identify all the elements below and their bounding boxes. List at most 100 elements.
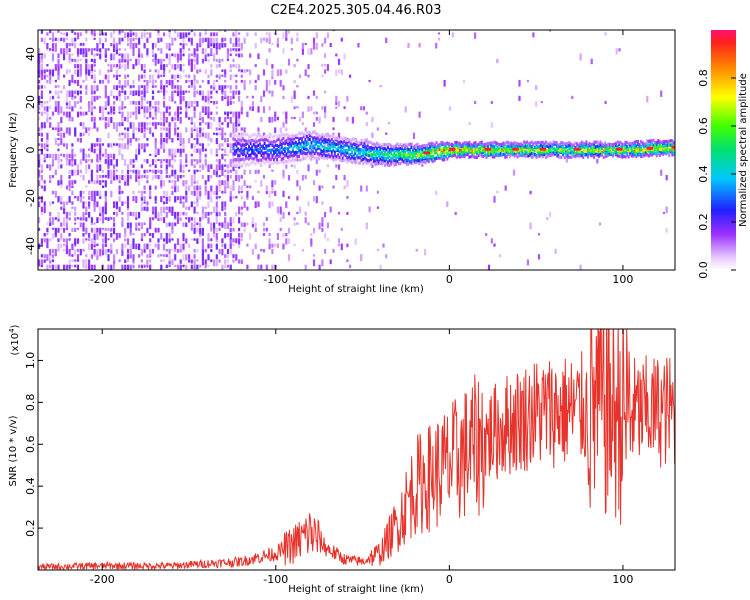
heatmap-cell: [607, 143, 610, 147]
heatmap-cell: [51, 233, 55, 240]
heatmap-hotspot: [539, 147, 547, 151]
heatmap-cell: [160, 169, 163, 175]
heatmap-cell: [151, 233, 155, 238]
heatmap-cell: [160, 127, 163, 131]
heatmap-cell: [168, 233, 171, 238]
heatmap-cell: [132, 64, 135, 70]
heatmap-cell: [527, 146, 530, 150]
heatmap-cell: [251, 145, 254, 149]
heatmap-cell: [262, 69, 266, 76]
heatmap-cell: [435, 148, 438, 152]
heatmap-cell: [99, 69, 102, 76]
heatmap-cell: [176, 175, 180, 182]
heatmap-cell: [315, 95, 318, 99]
heatmap-cell: [232, 254, 235, 258]
heatmap-cell: [271, 148, 274, 152]
heatmap-cell: [660, 169, 663, 176]
heatmap-cell: [38, 58, 41, 65]
heatmap-cell: [601, 147, 604, 151]
heatmap-cell: [154, 159, 157, 163]
heatmap-cell: [96, 217, 99, 224]
heatmap-cell: [480, 154, 483, 158]
heatmap-cell: [269, 133, 272, 137]
heatmap-cell: [135, 148, 138, 155]
heatmap-cell: [354, 151, 357, 156]
heatmap-cell: [549, 211, 552, 217]
heatmap-cell: [226, 48, 229, 54]
heatmap-cell: [529, 149, 532, 153]
heatmap-cell: [240, 48, 243, 51]
heatmap-cell: [583, 146, 586, 150]
heatmap-cell: [499, 254, 502, 258]
heatmap-cell: [379, 264, 382, 270]
heatmap-cell: [552, 142, 555, 146]
heatmap-cell: [179, 64, 182, 71]
heatmap-cell: [446, 201, 449, 207]
heatmap-cell: [508, 142, 511, 146]
heatmap-cell: [126, 143, 130, 150]
heatmap-cell: [321, 133, 324, 137]
heatmap-cell: [65, 127, 68, 134]
heatmap-cell: [232, 101, 235, 104]
heatmap-cell: [138, 101, 141, 106]
heatmap-cell: [638, 148, 641, 152]
heatmap-cell: [182, 90, 185, 95]
heatmap-cell: [237, 138, 240, 142]
heatmap-cell: [308, 156, 311, 160]
heatmap-cell: [298, 149, 300, 153]
heatmap-cell: [269, 148, 272, 152]
heatmap-cell: [426, 153, 429, 157]
heatmap-cell: [237, 154, 240, 158]
heatmap-cell: [157, 159, 160, 162]
heatmap-cell: [232, 95, 235, 99]
heatmap-cell: [76, 101, 80, 105]
heatmap-cell: [38, 79, 41, 84]
heatmap-cell: [260, 264, 263, 270]
heatmap-cell: [113, 211, 116, 215]
heatmap-cell: [146, 243, 149, 250]
heatmap-cell: [68, 58, 71, 64]
heatmap-cell: [113, 201, 116, 209]
heatmap-cell: [215, 148, 218, 154]
heatmap-cell: [554, 147, 557, 151]
heatmap-cell: [201, 90, 204, 96]
heatmap-cell: [348, 155, 350, 159]
heatmap-cell: [221, 95, 224, 101]
heatmap-cell: [93, 64, 96, 67]
heatmap-cell: [218, 196, 221, 199]
heatmap-cell: [232, 147, 235, 151]
heatmap-cell: [438, 153, 441, 157]
heatmap-cell: [224, 85, 227, 89]
heatmap-cell: [318, 152, 321, 156]
heatmap-cell: [168, 238, 171, 243]
heatmap-cell: [658, 153, 661, 157]
heatmap-cell: [76, 248, 80, 252]
heatmap-cell: [332, 30, 335, 32]
heatmap-cell: [188, 116, 191, 120]
heatmap-cell: [107, 254, 110, 262]
heatmap-cell: [390, 160, 393, 164]
heatmap-cell: [76, 90, 80, 96]
heatmap-cell: [96, 53, 99, 56]
heatmap-cell: [85, 90, 88, 95]
heatmap-cell: [415, 158, 418, 162]
heatmap-cell: [585, 140, 588, 144]
heatmap-cell: [190, 85, 193, 88]
heatmap-cell: [163, 206, 166, 213]
heatmap-cell: [154, 211, 157, 219]
heatmap-cell: [321, 155, 324, 159]
heatmap-cell: [551, 143, 554, 147]
heatmap-cell: [171, 64, 174, 70]
heatmap-cell: [207, 254, 210, 261]
heatmap-cell: [118, 32, 121, 35]
heatmap-cell: [90, 254, 93, 259]
heatmap-cell: [262, 159, 265, 163]
heatmap-cell: [276, 144, 279, 148]
heatmap-cell: [168, 79, 171, 86]
heatmap-cell: [110, 64, 113, 70]
heatmap-cell: [238, 48, 241, 52]
heatmap-cell: [107, 111, 110, 115]
heatmap-cell: [165, 190, 168, 198]
heatmap-cell: [535, 155, 538, 159]
heatmap-cell: [624, 146, 627, 150]
